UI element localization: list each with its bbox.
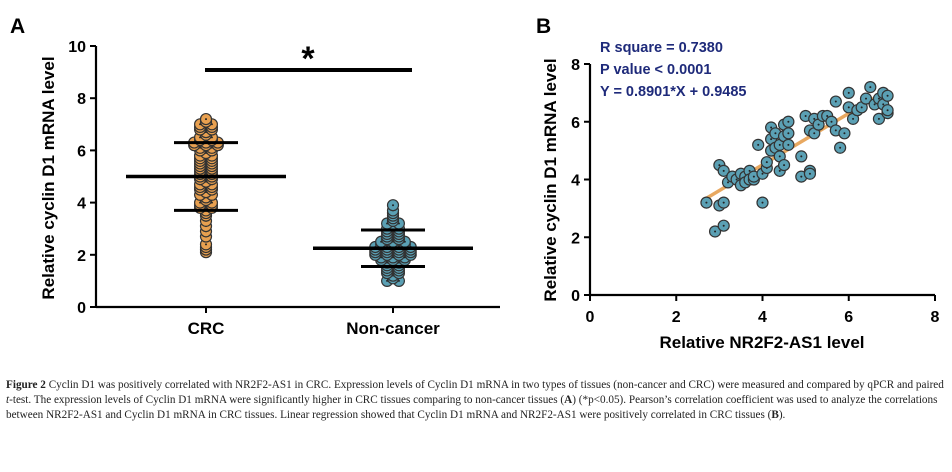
scatter-point-center	[886, 94, 889, 97]
panel-b-x-tick-label: 6	[844, 309, 853, 326]
panel-b-x-ticks: 0 2 4 6 8	[586, 295, 940, 326]
panel-b-y-tick-label: 8	[571, 57, 580, 74]
scatter-point-center	[770, 126, 773, 129]
scatter-point-center	[886, 109, 889, 112]
panel-a-y-ticks: 0 2 4 6 8 10	[68, 39, 96, 317]
significance-asterisk: *	[301, 40, 315, 78]
caption-figure-label: Figure 2	[6, 379, 46, 391]
panel-b-y-tick-label: 2	[571, 230, 580, 247]
caption-end: ).	[778, 409, 786, 421]
scatter-point-center	[705, 201, 708, 204]
scatter-point-center	[722, 224, 725, 227]
scatter-point-center	[778, 169, 781, 172]
scatter-point-center	[834, 129, 837, 132]
caption-ref-a: A	[564, 394, 573, 406]
panel-a-y-tick-label: 10	[68, 39, 86, 56]
scatter-point-center	[839, 146, 842, 149]
scatter-point-center	[787, 143, 790, 146]
scatter-point-center	[830, 120, 833, 123]
scatter-point-center	[847, 106, 850, 109]
scatter-point-center	[869, 86, 872, 89]
scatter-point-center	[804, 114, 807, 117]
panel-b-x-tick-label: 0	[586, 309, 595, 326]
scatter-point-center	[813, 117, 816, 120]
scatter-point-center	[847, 91, 850, 94]
panel-a-y-tick-label: 6	[77, 143, 86, 160]
scatter-point-center	[800, 175, 803, 178]
scatter-point-center	[882, 103, 885, 106]
scatter-point-center	[834, 100, 837, 103]
scatter-point-center	[761, 172, 764, 175]
panel-b-y-axis-label: Relative cyclin D1 mRNA level	[541, 58, 560, 301]
data-point-center	[205, 243, 207, 246]
r-square-annotation: R square = 0.7380	[600, 40, 723, 56]
panel-a-y-tick-label: 0	[77, 300, 86, 317]
panel-a-summary-bars	[126, 141, 473, 269]
panel-a-y-tick-label: 8	[77, 91, 86, 108]
caption-correlation-text: Pearson’s correlation coefficient was us…	[6, 394, 938, 421]
scatter-point-center	[843, 132, 846, 135]
data-point-center	[392, 204, 394, 207]
scatter-point-center	[860, 106, 863, 109]
panel-b-y-ticks: 0 2 4 6 8	[571, 57, 590, 305]
scatter-point-center	[808, 172, 811, 175]
scatter-point-center	[735, 178, 738, 181]
scatter-point-center	[761, 201, 764, 204]
panel-b-x-tick-label: 8	[931, 309, 940, 326]
caption-result-text: -test. The expression levels of Cyclin D…	[9, 394, 565, 406]
category-label-crc: CRC	[188, 319, 225, 338]
scatter-point-center	[826, 114, 829, 117]
panel-a-dots	[188, 112, 417, 287]
regression-equation-annotation: Y = 0.8901*X + 0.9485	[600, 84, 746, 100]
scatter-point-center	[748, 169, 751, 172]
scatter-point-center	[865, 97, 867, 100]
scatter-point-center	[774, 132, 777, 135]
caption-t-italic: t	[6, 394, 10, 406]
panel-a-y-tick-label: 2	[77, 248, 86, 265]
caption-significance-note: ) (*p<0.05).	[572, 394, 627, 406]
scatter-point-center	[852, 117, 855, 120]
scatter-point-center	[778, 143, 781, 146]
scatter-point-center	[783, 164, 786, 167]
panel-b-x-tick-label: 4	[758, 309, 767, 326]
category-label-noncancer: Non-cancer	[346, 319, 440, 338]
panel-b-dots	[700, 80, 894, 238]
panel-b-label: B	[536, 15, 551, 38]
panel-b-x-axis-label: Relative NR2F2-AS1 level	[659, 333, 864, 352]
scatter-point-center	[722, 201, 725, 204]
scatter-point-center	[757, 143, 760, 146]
panel-a-label: A	[10, 15, 25, 38]
scatter-point-center	[787, 132, 790, 135]
caption-title: Cyclin D1 was positively correlated with…	[48, 379, 332, 391]
panel-b-y-tick-label: 4	[571, 173, 580, 190]
scatter-point-center	[727, 181, 729, 184]
scatter-point-center	[817, 123, 820, 126]
panel-b-y-tick-label: 0	[571, 288, 580, 305]
scatter-point-center	[714, 230, 717, 233]
panel-a-y-tick-label: 4	[77, 196, 86, 213]
figure-caption: Figure 2 Cyclin D1 was positively correl…	[6, 378, 946, 423]
scatter-point-center	[877, 97, 880, 100]
p-value-annotation: P value < 0.0001	[600, 62, 711, 78]
scatter-point-center	[800, 155, 803, 158]
data-point-center	[205, 118, 207, 121]
scatter-point-center	[787, 120, 790, 123]
panel-b: B 0 2 4 6 8 0 2 4 6 8 Relative cyclin D1 mRNA le…	[536, 15, 940, 352]
caption-ref-b: B	[771, 409, 779, 421]
panel-b-x-tick-label: 2	[672, 309, 681, 326]
scatter-point-center	[718, 164, 721, 167]
scatter-point-center	[770, 138, 773, 141]
scatter-point-center	[778, 155, 781, 158]
caption-method-text: Expression levels of Cyclin D1 mRNA in t…	[333, 379, 944, 391]
scatter-point-center	[877, 117, 880, 120]
scatter-point-center	[765, 161, 768, 164]
scatter-point-center	[813, 132, 816, 135]
scatter-point-center	[873, 103, 876, 106]
panel-a-y-axis-label: Relative cyclin D1 mRNA level	[39, 56, 58, 299]
scatter-point-center	[752, 175, 755, 178]
panel-b-y-tick-label: 6	[571, 115, 580, 132]
scatter-point-center	[722, 169, 725, 172]
